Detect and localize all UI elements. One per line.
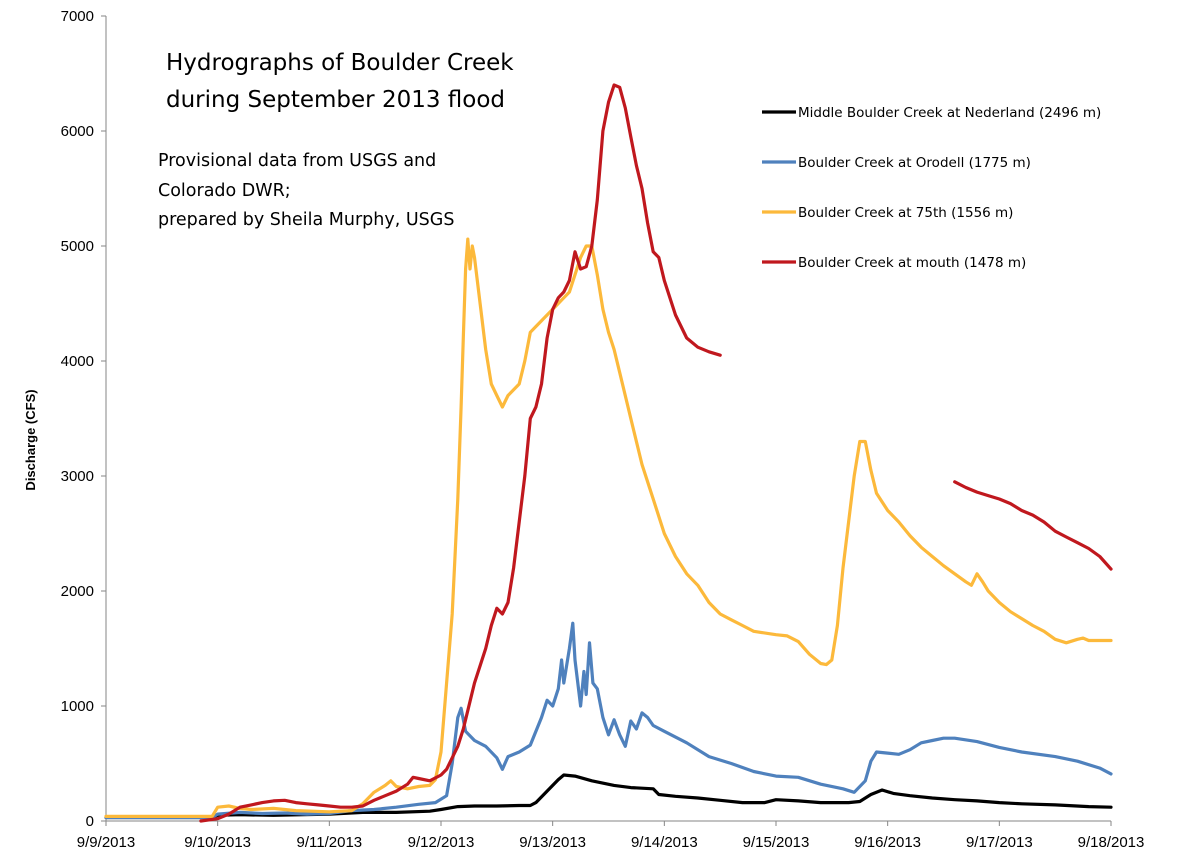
- series-line-2: [104, 621, 1113, 820]
- x-tick-label: 9/9/2013: [77, 834, 135, 851]
- y-tick-label: 2000: [61, 583, 94, 600]
- y-tick-label: 4000: [61, 353, 94, 370]
- y-tick-label: 3000: [61, 468, 94, 485]
- annotation-note: Provisional data from USGS and Colorado …: [158, 151, 454, 230]
- title-line-2: during September 2013 flood: [166, 87, 505, 113]
- axes: [105, 16, 1111, 822]
- title-line-1: Hydrographs of Boulder Creek: [166, 50, 514, 76]
- series-line-5: [953, 480, 1113, 571]
- x-tick-labels: 9/9/2013 9/10/2013 9/11/2013 9/12/2013 9/13/…: [77, 821, 1145, 851]
- x-tick-label: 9/14/2013: [631, 834, 698, 851]
- x-tick-label: 9/15/2013: [743, 834, 810, 851]
- x-tick-label: 9/18/2013: [1078, 834, 1145, 851]
- x-tick-label: 9/13/2013: [519, 834, 586, 851]
- series-layer: [104, 83, 1113, 823]
- y-tick-labels: 0 1000 2000 3000 4000 5000 6000 7000: [61, 8, 106, 830]
- annotation-line-2: Colorado DWR;: [158, 181, 291, 201]
- y-tick-label: 6000: [61, 123, 94, 140]
- annotation-line-3: prepared by Sheila Murphy, USGS: [158, 210, 454, 230]
- series-line-1: [104, 773, 1113, 820]
- series-line-3: [104, 237, 1113, 818]
- series-line-4: [199, 83, 722, 823]
- x-tick-label: 9/11/2013: [297, 834, 363, 851]
- x-tick-label: 9/17/2013: [966, 834, 1033, 851]
- annotation-line-1: Provisional data from USGS and: [158, 151, 436, 171]
- legend: Middle Boulder Creek at Nederland (2496 …: [762, 105, 1101, 271]
- x-tick-label: 9/16/2013: [854, 834, 921, 851]
- x-tick-label: 9/12/2013: [408, 834, 475, 851]
- y-tick-label: 7000: [61, 8, 94, 25]
- y-tick-label: 5000: [61, 238, 94, 255]
- y-axis-label: Discharge (CFS): [23, 389, 38, 490]
- legend-label: Boulder Creek at 75th (1556 m): [798, 205, 1013, 221]
- legend-label: Boulder Creek at Orodell (1775 m): [798, 155, 1031, 171]
- chart-title: Hydrographs of Boulder Creek during Sept…: [166, 50, 514, 113]
- legend-label: Boulder Creek at mouth (1478 m): [798, 255, 1026, 271]
- y-tick-label: 1000: [61, 698, 94, 715]
- y-tick-label: 0: [86, 813, 94, 830]
- x-tick-label: 9/10/2013: [184, 834, 251, 851]
- legend-label: Middle Boulder Creek at Nederland (2496 …: [798, 105, 1101, 121]
